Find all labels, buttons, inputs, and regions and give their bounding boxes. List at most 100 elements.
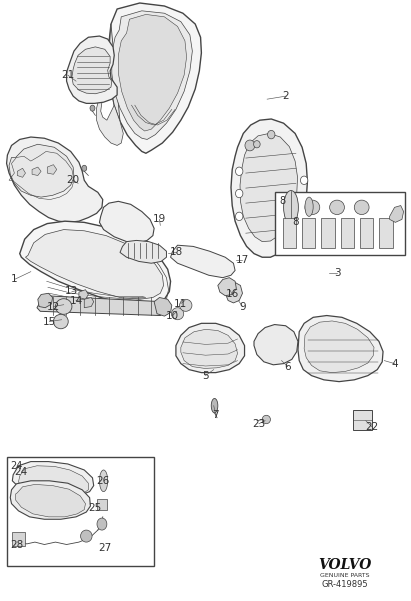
Ellipse shape — [16, 536, 24, 546]
Ellipse shape — [171, 308, 184, 320]
Ellipse shape — [354, 200, 369, 215]
Ellipse shape — [300, 195, 308, 204]
Polygon shape — [108, 3, 201, 153]
Polygon shape — [118, 14, 187, 131]
Bar — [283, 218, 296, 248]
Polygon shape — [32, 167, 41, 175]
Polygon shape — [84, 297, 94, 308]
Polygon shape — [9, 144, 74, 197]
Bar — [97, 499, 107, 510]
Polygon shape — [390, 206, 404, 222]
Polygon shape — [37, 296, 166, 316]
Ellipse shape — [305, 200, 320, 215]
Polygon shape — [72, 47, 112, 94]
Text: GR-419895: GR-419895 — [322, 580, 369, 588]
Ellipse shape — [90, 105, 95, 111]
Text: 24: 24 — [10, 461, 23, 471]
Ellipse shape — [236, 189, 243, 198]
Polygon shape — [79, 290, 88, 299]
Text: 28: 28 — [11, 540, 24, 550]
Text: 18: 18 — [170, 248, 183, 257]
Bar — [353, 410, 372, 430]
Text: 19: 19 — [153, 215, 166, 224]
Text: 3: 3 — [334, 269, 340, 278]
Text: 6: 6 — [284, 362, 291, 371]
Ellipse shape — [211, 398, 218, 413]
Text: VOLVO: VOLVO — [319, 558, 372, 572]
Polygon shape — [17, 168, 25, 177]
Polygon shape — [171, 245, 235, 278]
Bar — [12, 532, 25, 546]
Ellipse shape — [254, 141, 260, 148]
Ellipse shape — [268, 130, 275, 139]
Polygon shape — [18, 466, 88, 496]
Text: 16: 16 — [226, 290, 239, 299]
Text: GENUINE PARTS: GENUINE PARTS — [321, 573, 370, 578]
Text: 5: 5 — [202, 371, 209, 380]
Polygon shape — [7, 137, 103, 222]
Ellipse shape — [81, 530, 92, 542]
Polygon shape — [181, 329, 238, 368]
Text: 17: 17 — [236, 255, 249, 265]
Ellipse shape — [97, 518, 107, 530]
Ellipse shape — [300, 176, 308, 185]
Ellipse shape — [236, 167, 243, 175]
Text: 9: 9 — [239, 302, 246, 311]
Ellipse shape — [300, 213, 308, 222]
Polygon shape — [304, 321, 374, 373]
Text: 20: 20 — [67, 175, 80, 185]
Bar — [360, 218, 373, 248]
Ellipse shape — [236, 212, 243, 221]
Polygon shape — [120, 240, 166, 263]
Text: 1: 1 — [11, 275, 18, 284]
Ellipse shape — [262, 415, 270, 424]
Polygon shape — [154, 297, 172, 316]
Text: 4: 4 — [391, 359, 398, 368]
Polygon shape — [10, 481, 90, 519]
Bar — [341, 218, 354, 248]
Text: 21: 21 — [61, 70, 74, 80]
Text: 11: 11 — [174, 299, 187, 308]
Bar — [321, 218, 335, 248]
Polygon shape — [38, 293, 53, 308]
Ellipse shape — [305, 197, 313, 216]
Polygon shape — [225, 282, 242, 303]
Text: 10: 10 — [166, 311, 179, 320]
Polygon shape — [67, 36, 117, 103]
Bar — [302, 218, 315, 248]
Polygon shape — [16, 484, 85, 517]
Text: 23: 23 — [252, 419, 266, 429]
Polygon shape — [20, 221, 171, 305]
Ellipse shape — [55, 299, 72, 314]
Ellipse shape — [330, 200, 344, 215]
Ellipse shape — [284, 191, 298, 224]
Polygon shape — [176, 323, 245, 373]
Ellipse shape — [82, 165, 87, 171]
Ellipse shape — [53, 314, 68, 329]
Text: 7: 7 — [212, 410, 219, 419]
Bar — [379, 218, 393, 248]
Text: 26: 26 — [96, 476, 109, 486]
Polygon shape — [47, 165, 57, 174]
Ellipse shape — [180, 299, 192, 311]
Text: 22: 22 — [365, 422, 379, 432]
Text: 2: 2 — [282, 91, 289, 101]
Text: 12: 12 — [47, 302, 60, 311]
Polygon shape — [254, 325, 298, 365]
Text: 27: 27 — [98, 543, 111, 553]
Polygon shape — [112, 11, 192, 139]
Polygon shape — [99, 201, 154, 243]
Bar — [7, 457, 154, 566]
Polygon shape — [231, 119, 307, 257]
Text: 15: 15 — [43, 317, 56, 326]
Polygon shape — [25, 230, 164, 299]
Text: 24: 24 — [15, 467, 28, 477]
Polygon shape — [218, 278, 236, 296]
Text: 25: 25 — [88, 503, 101, 513]
Text: 8: 8 — [293, 218, 299, 227]
Text: 13: 13 — [65, 287, 79, 296]
Polygon shape — [240, 133, 298, 242]
Polygon shape — [97, 65, 123, 145]
Bar — [275, 192, 405, 255]
Polygon shape — [98, 24, 120, 121]
